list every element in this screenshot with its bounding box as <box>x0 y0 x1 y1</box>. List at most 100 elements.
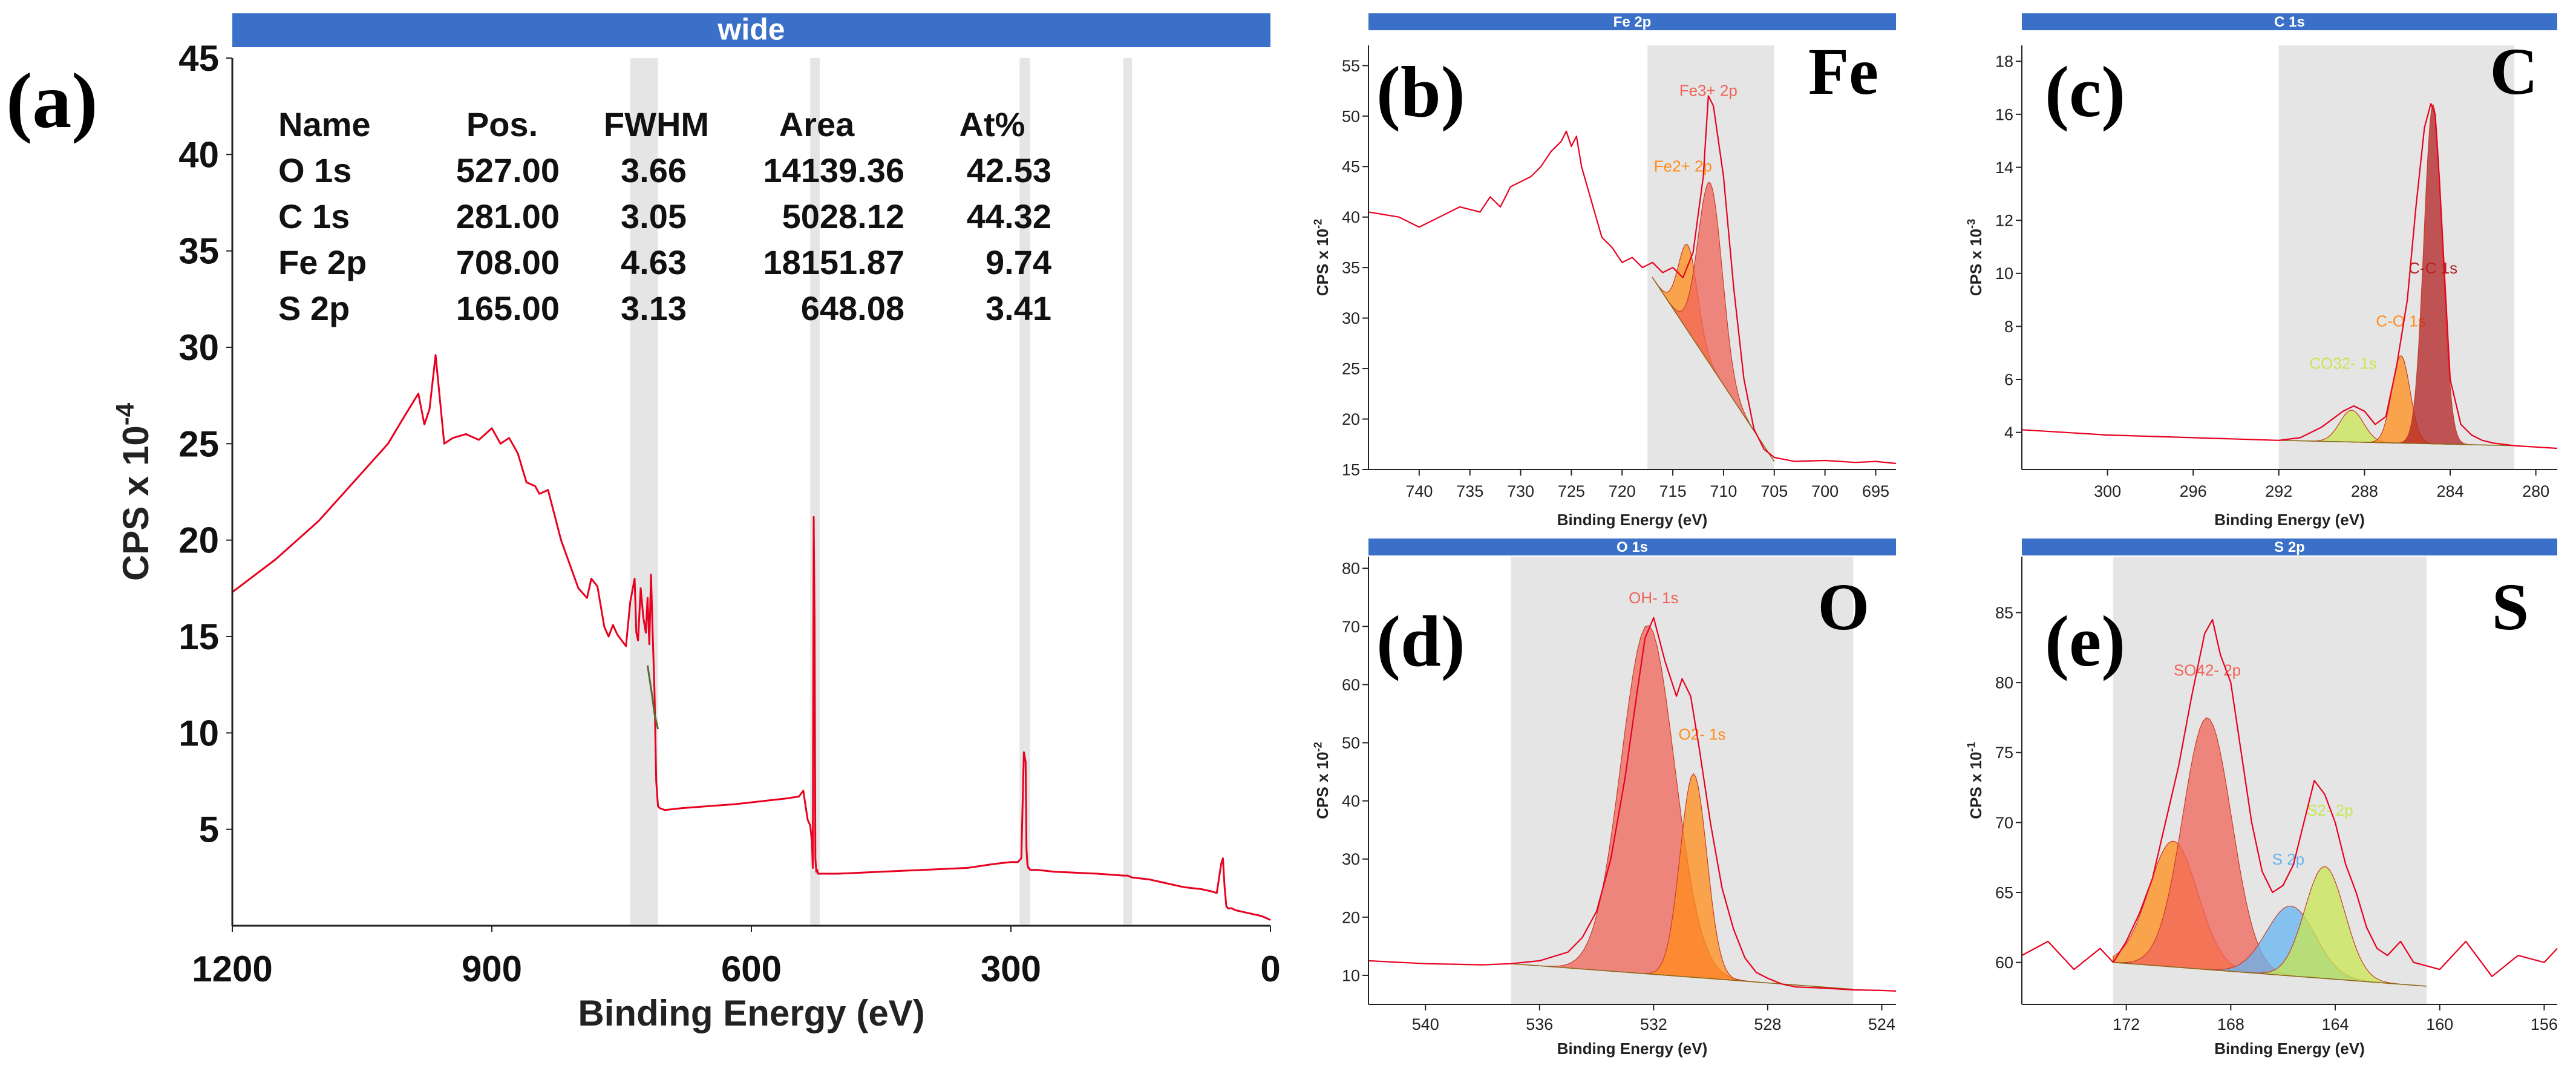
panel-d-y-label: CPS x 10-2 <box>1312 742 1332 819</box>
table-header-3: Area <box>779 105 855 143</box>
panel-c-background-line <box>2278 440 2515 447</box>
panel-d-title: O 1s <box>1617 539 1648 555</box>
panel-b-y-label-base: CPS x 10 <box>1313 229 1332 296</box>
table-row-1-cell-2: 3.05 <box>621 197 687 235</box>
panel-c-x-tick-label-5: 280 <box>2522 482 2549 500</box>
table-row-3-cell-4: 3.41 <box>986 289 1051 327</box>
panel-a-x-tick-label-0: 1200 <box>192 949 272 989</box>
panel-b-y-tick-label-3: 30 <box>1342 309 1360 327</box>
panel-b-x-tick-label-9: 695 <box>1862 482 1889 500</box>
panel-d-y-tick-label-5: 60 <box>1342 676 1360 694</box>
table-row-2-cell-3: 18151.87 <box>763 243 904 281</box>
panel-b-label: (b) <box>1376 51 1465 132</box>
panel-a-y-tick-label-6: 35 <box>178 231 219 272</box>
panel-b-x-tick-label-8: 700 <box>1811 482 1839 500</box>
panel-b-y-tick-label-0: 15 <box>1342 460 1360 479</box>
table-row-3-cell-3: 648.08 <box>801 289 904 327</box>
panel-c-y-tick-label-5: 14 <box>1995 159 2013 177</box>
panel-c-series-envelope <box>2021 103 2558 450</box>
panel-a-header-bar <box>232 13 1270 47</box>
panel-b-title: Fe 2p <box>1613 14 1652 30</box>
panel-c-x-label: Binding Energy (eV) <box>2214 511 2364 529</box>
panel-a-y-tick-label-4: 25 <box>178 424 219 464</box>
panel-e-series-envelope <box>2021 618 2558 977</box>
panel-d-y-label-base: CPS x 10 <box>1313 751 1332 819</box>
panel-b-header-bar <box>1368 13 1896 30</box>
table-row-1-cell-1: 281.00 <box>456 197 560 235</box>
panel-b-element-label: Fe <box>1808 34 1878 108</box>
panel-d-peak-label-0: OH- 1s <box>1629 589 1678 607</box>
panel-e-x-label: Binding Energy (eV) <box>2214 1039 2364 1058</box>
panel-c-y-tick-label-7: 18 <box>1995 53 2013 71</box>
table-header-0: Name <box>278 105 371 143</box>
panel-a-series-survey <box>232 354 1271 921</box>
panel-c-y-tick-label-1: 6 <box>2004 370 2013 388</box>
panel-d-x-tick-label-4: 524 <box>1868 1015 1895 1033</box>
panel-e-x-tick-label-0: 172 <box>2113 1015 2140 1033</box>
panel-e-y-tick-label-1: 65 <box>1995 883 2013 902</box>
panel-e-y-tick-label-3: 75 <box>1995 744 2013 762</box>
panel-c-header-bar <box>2022 13 2557 30</box>
panel-e-peak-label-1: SO42- 2p <box>2174 661 2241 679</box>
table-row-0-cell-3: 14139.36 <box>763 151 904 189</box>
panel-a-x-tick-label-1: 900 <box>462 949 522 989</box>
panel-d-label: (d) <box>1376 601 1465 681</box>
panel-d-x-tick-label-0: 540 <box>1412 1015 1439 1033</box>
table-row-3-cell-1: 165.00 <box>456 289 560 327</box>
panel-c-peak-label-1: C-O 1s <box>2376 312 2425 330</box>
panel-d-y-tick-label-7: 80 <box>1342 560 1360 578</box>
panel-e-y-tick-label-2: 70 <box>1995 814 2013 832</box>
panel-a-y-tick-label-1: 10 <box>178 713 219 753</box>
panel-c: C 1s CO32- 1s C-O 1s C-C 1s 300 296 292 288 284 2… <box>1966 13 2558 529</box>
panel-a: wide 1200 900 600 300 0 5 10 15 20 25 30 35 40 45 Bindi… <box>6 13 1281 1033</box>
panel-c-x-tick-label-3: 288 <box>2351 482 2378 500</box>
panel-a-x-tick-label-3: 300 <box>981 949 1041 989</box>
panel-c-y-tick-label-2: 8 <box>2004 318 2013 336</box>
panel-a-title: wide <box>717 13 785 47</box>
panel-b-x-tick-label-7: 705 <box>1760 482 1788 500</box>
panel-c-y-label: CPS x 10-3 <box>1966 219 1985 296</box>
panel-d-y-tick-label-6: 70 <box>1342 618 1360 636</box>
panel-b-y-tick-label-1: 20 <box>1342 410 1360 428</box>
panel-d-y-tick-label-2: 30 <box>1342 850 1360 868</box>
panel-b-peak-label-0: Fe2+ 2p <box>1654 157 1712 175</box>
panel-d-x-label: Binding Energy (eV) <box>1557 1039 1707 1058</box>
panel-e-peak-label-2: S 2p <box>2272 850 2305 868</box>
panel-d-y-tick-label-0: 10 <box>1342 966 1360 984</box>
panel-c-peak-label-2: C-C 1s <box>2408 259 2457 277</box>
panel-c-title: C 1s <box>2274 14 2305 30</box>
panel-b-x-tick-label-3: 725 <box>1558 482 1585 500</box>
panel-c-y-tick-label-6: 16 <box>1995 105 2013 123</box>
panel-a-y-tick-label-8: 45 <box>178 38 219 79</box>
table-row-1-cell-3: 5028.12 <box>782 197 904 235</box>
panel-b-x-tick-label-1: 735 <box>1456 482 1483 500</box>
table-row-0-cell-4: 42.53 <box>967 151 1051 189</box>
panel-b-y-tick-label-5: 40 <box>1342 208 1360 226</box>
panel-e-element-label: S <box>2492 570 2529 644</box>
table-row-3-cell-2: 3.13 <box>621 289 687 327</box>
panel-c-y-label-exponent: -3 <box>1966 219 1978 229</box>
panel-b-y-tick-label-2: 25 <box>1342 360 1360 378</box>
panel-d-background-line <box>1511 963 1854 990</box>
panel-b-y-tick-label-7: 50 <box>1342 107 1360 125</box>
panel-b-x-tick-label-5: 715 <box>1659 482 1687 500</box>
panel-e-y-tick-label-4: 80 <box>1995 674 2013 692</box>
panel-c-element-label: C <box>2490 34 2538 108</box>
panel-a-y-tick-label-0: 5 <box>199 810 219 850</box>
panel-e-x-tick-label-3: 160 <box>2426 1015 2453 1033</box>
panel-a-region-band-0 <box>630 58 658 926</box>
panel-b-x-tick-label-2: 730 <box>1507 482 1534 500</box>
panel-d-y-tick-label-3: 40 <box>1342 792 1360 810</box>
table-row-2-cell-4: 9.74 <box>986 243 1051 281</box>
table-row-0-cell-0: O 1s <box>278 151 351 189</box>
panel-c-y-label-base: CPS x 10 <box>1967 229 1985 296</box>
panel-c-x-tick-label-4: 284 <box>2436 482 2463 500</box>
panel-b-x-tick-label-0: 740 <box>1405 482 1433 500</box>
panel-a-y-label-exponent: -4 <box>111 402 139 425</box>
panel-a-y-label-base: CPS x 10 <box>116 425 156 581</box>
panel-e-x-tick-label-2: 164 <box>2322 1015 2349 1033</box>
panel-b-y-label: CPS x 10-2 <box>1312 219 1332 296</box>
panel-e-x-tick-label-4: 156 <box>2531 1015 2558 1033</box>
panel-b-x-label: Binding Energy (eV) <box>1557 511 1707 529</box>
